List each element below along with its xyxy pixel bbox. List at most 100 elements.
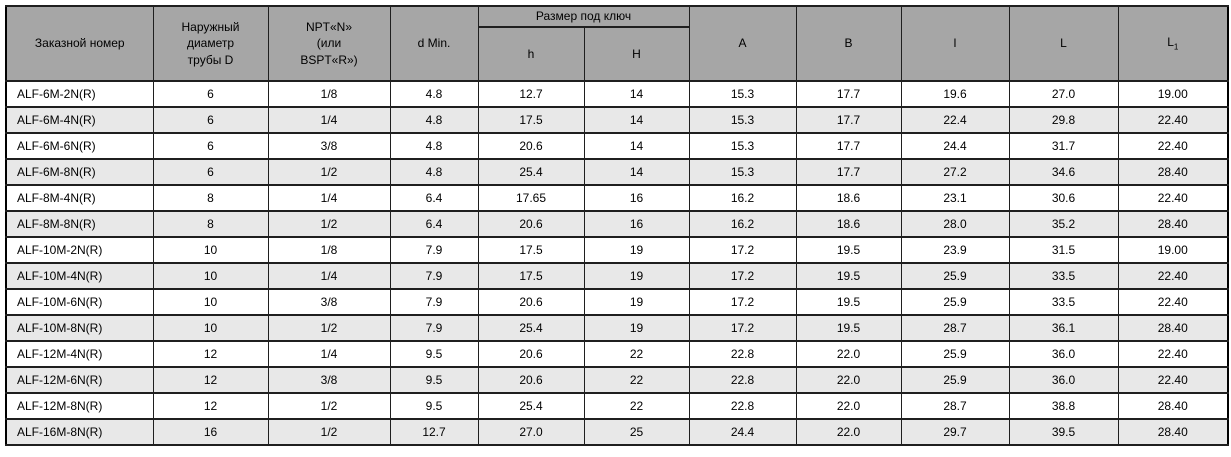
value-cell: 19.5 <box>795 236 902 264</box>
value-cell: 15.3 <box>688 132 797 160</box>
value-cell: 1/2 <box>267 314 391 342</box>
value-cell: 1/2 <box>267 158 391 186</box>
value-cell: 16.2 <box>688 184 797 212</box>
header-thread-type: NPT«N» (или BSPT«R») <box>267 5 391 82</box>
value-cell: 14 <box>583 158 690 186</box>
value-cell: 14 <box>583 80 690 108</box>
table-row: ALF-10M-6N(R) 10 3/8 7.9 20.6 19 17.2 19.5 25.9 3… <box>5 288 1229 316</box>
value-cell: 17.2 <box>688 236 797 264</box>
value-cell: 25.9 <box>900 366 1010 394</box>
value-cell: 22.40 <box>1117 262 1229 290</box>
value-cell: 4.8 <box>389 80 479 108</box>
value-cell: 39.5 <box>1008 418 1119 446</box>
header-h-small: h <box>477 26 585 82</box>
header-row-sub: h H <box>6 26 1228 82</box>
table-row: ALF-10M-2N(R) 10 1/8 7.9 17.5 19 17.2 19.5 23.9 3… <box>5 236 1229 264</box>
value-cell: 8 <box>152 210 269 238</box>
value-cell: 29.7 <box>900 418 1010 446</box>
value-cell: 19.5 <box>795 314 902 342</box>
order-number-cell: ALF-6M-6N(R) <box>5 132 154 160</box>
value-cell: 24.4 <box>688 418 797 446</box>
order-number-cell: ALF-12M-6N(R) <box>5 366 154 394</box>
value-cell: 3/8 <box>267 288 391 316</box>
value-cell: 19.6 <box>900 80 1010 108</box>
value-cell: 27.0 <box>1008 80 1119 108</box>
value-cell: 16.2 <box>688 210 797 238</box>
value-cell: 22.0 <box>795 418 902 446</box>
value-cell: 25.4 <box>477 314 585 342</box>
value-cell: 24.4 <box>900 132 1010 160</box>
value-cell: 6 <box>152 158 269 186</box>
value-cell: 16 <box>583 184 690 212</box>
value-cell: 1/4 <box>267 184 391 212</box>
value-cell: 20.6 <box>477 340 585 368</box>
value-cell: 7.9 <box>389 236 479 264</box>
table-row: ALF-6M-4N(R) 6 1/4 4.8 17.5 14 15.3 17.7 22.4 29.… <box>5 106 1229 134</box>
header-l1-subscript: 1 <box>1173 42 1179 52</box>
value-cell: 17.7 <box>795 80 902 108</box>
value-cell: 25.9 <box>900 340 1010 368</box>
value-cell: 17.65 <box>477 184 585 212</box>
value-cell: 27.2 <box>900 158 1010 186</box>
value-cell: 6 <box>152 132 269 160</box>
value-cell: 15.3 <box>688 106 797 134</box>
value-cell: 25.9 <box>900 288 1010 316</box>
value-cell: 1/8 <box>267 236 391 264</box>
table-row: ALF-6M-8N(R) 6 1/2 4.8 25.4 14 15.3 17.7 27.2 34.… <box>5 158 1229 186</box>
order-number-cell: ALF-8M-4N(R) <box>5 184 154 212</box>
order-number-cell: ALF-6M-8N(R) <box>5 158 154 186</box>
value-cell: 17.7 <box>795 158 902 186</box>
order-number-cell: ALF-8M-8N(R) <box>5 210 154 238</box>
value-cell: 27.0 <box>477 418 585 446</box>
value-cell: 22.40 <box>1117 288 1229 316</box>
value-cell: 35.2 <box>1008 210 1119 238</box>
value-cell: 1/8 <box>267 80 391 108</box>
value-cell: 15.3 <box>688 158 797 186</box>
value-cell: 28.40 <box>1117 418 1229 446</box>
value-cell: 1/4 <box>267 106 391 134</box>
value-cell: 4.8 <box>389 132 479 160</box>
value-cell: 20.6 <box>477 366 585 394</box>
header-b: B <box>795 5 902 82</box>
table-row: ALF-12M-4N(R) 12 1/4 9.5 20.6 22 22.8 22.0 25.9 3… <box>5 340 1229 368</box>
value-cell: 34.6 <box>1008 158 1119 186</box>
value-cell: 22.0 <box>795 392 902 420</box>
value-cell: 38.8 <box>1008 392 1119 420</box>
value-cell: 6 <box>152 106 269 134</box>
value-cell: 10 <box>152 288 269 316</box>
value-cell: 17.5 <box>477 106 585 134</box>
table-body: ALF-6M-2N(R) 6 1/8 4.8 12.7 14 15.3 17.7 19.6 27.… <box>5 80 1229 446</box>
value-cell: 19.00 <box>1117 236 1229 264</box>
table-row: ALF-16M-8N(R) 16 1/2 12.7 27.0 25 24.4 22.0 29.7… <box>5 418 1229 446</box>
value-cell: 22.40 <box>1117 184 1229 212</box>
value-cell: 7.9 <box>389 288 479 316</box>
value-cell: 3/8 <box>267 366 391 394</box>
value-cell: 8 <box>152 184 269 212</box>
value-cell: 4.8 <box>389 106 479 134</box>
value-cell: 12 <box>152 366 269 394</box>
value-cell: 9.5 <box>389 340 479 368</box>
value-cell: 19 <box>583 236 690 264</box>
header-wrench-size-group: Размер под ключ <box>477 5 690 28</box>
value-cell: 28.40 <box>1117 314 1229 342</box>
value-cell: 22.4 <box>900 106 1010 134</box>
value-cell: 25 <box>583 418 690 446</box>
value-cell: 6.4 <box>389 184 479 212</box>
table-row: ALF-12M-8N(R) 12 1/2 9.5 25.4 22 22.8 22.0 28.7 3… <box>5 392 1229 420</box>
header-l-big: L <box>1008 5 1119 82</box>
value-cell: 20.6 <box>477 210 585 238</box>
order-number-cell: ALF-10M-2N(R) <box>5 236 154 264</box>
value-cell: 16 <box>583 210 690 238</box>
value-cell: 10 <box>152 314 269 342</box>
table-row: ALF-6M-6N(R) 6 3/8 4.8 20.6 14 15.3 17.7 24.4 31.… <box>5 132 1229 160</box>
header-a: A <box>688 5 797 82</box>
value-cell: 33.5 <box>1008 262 1119 290</box>
value-cell: 12 <box>152 392 269 420</box>
value-cell: 10 <box>152 262 269 290</box>
table-row: ALF-6M-2N(R) 6 1/8 4.8 12.7 14 15.3 17.7 19.6 27.… <box>5 80 1229 108</box>
value-cell: 1/2 <box>267 418 391 446</box>
value-cell: 22.40 <box>1117 366 1229 394</box>
value-cell: 17.2 <box>688 288 797 316</box>
value-cell: 30.6 <box>1008 184 1119 212</box>
table-row: ALF-10M-4N(R) 10 1/4 7.9 17.5 19 17.2 19.5 25.9 3… <box>5 262 1229 290</box>
